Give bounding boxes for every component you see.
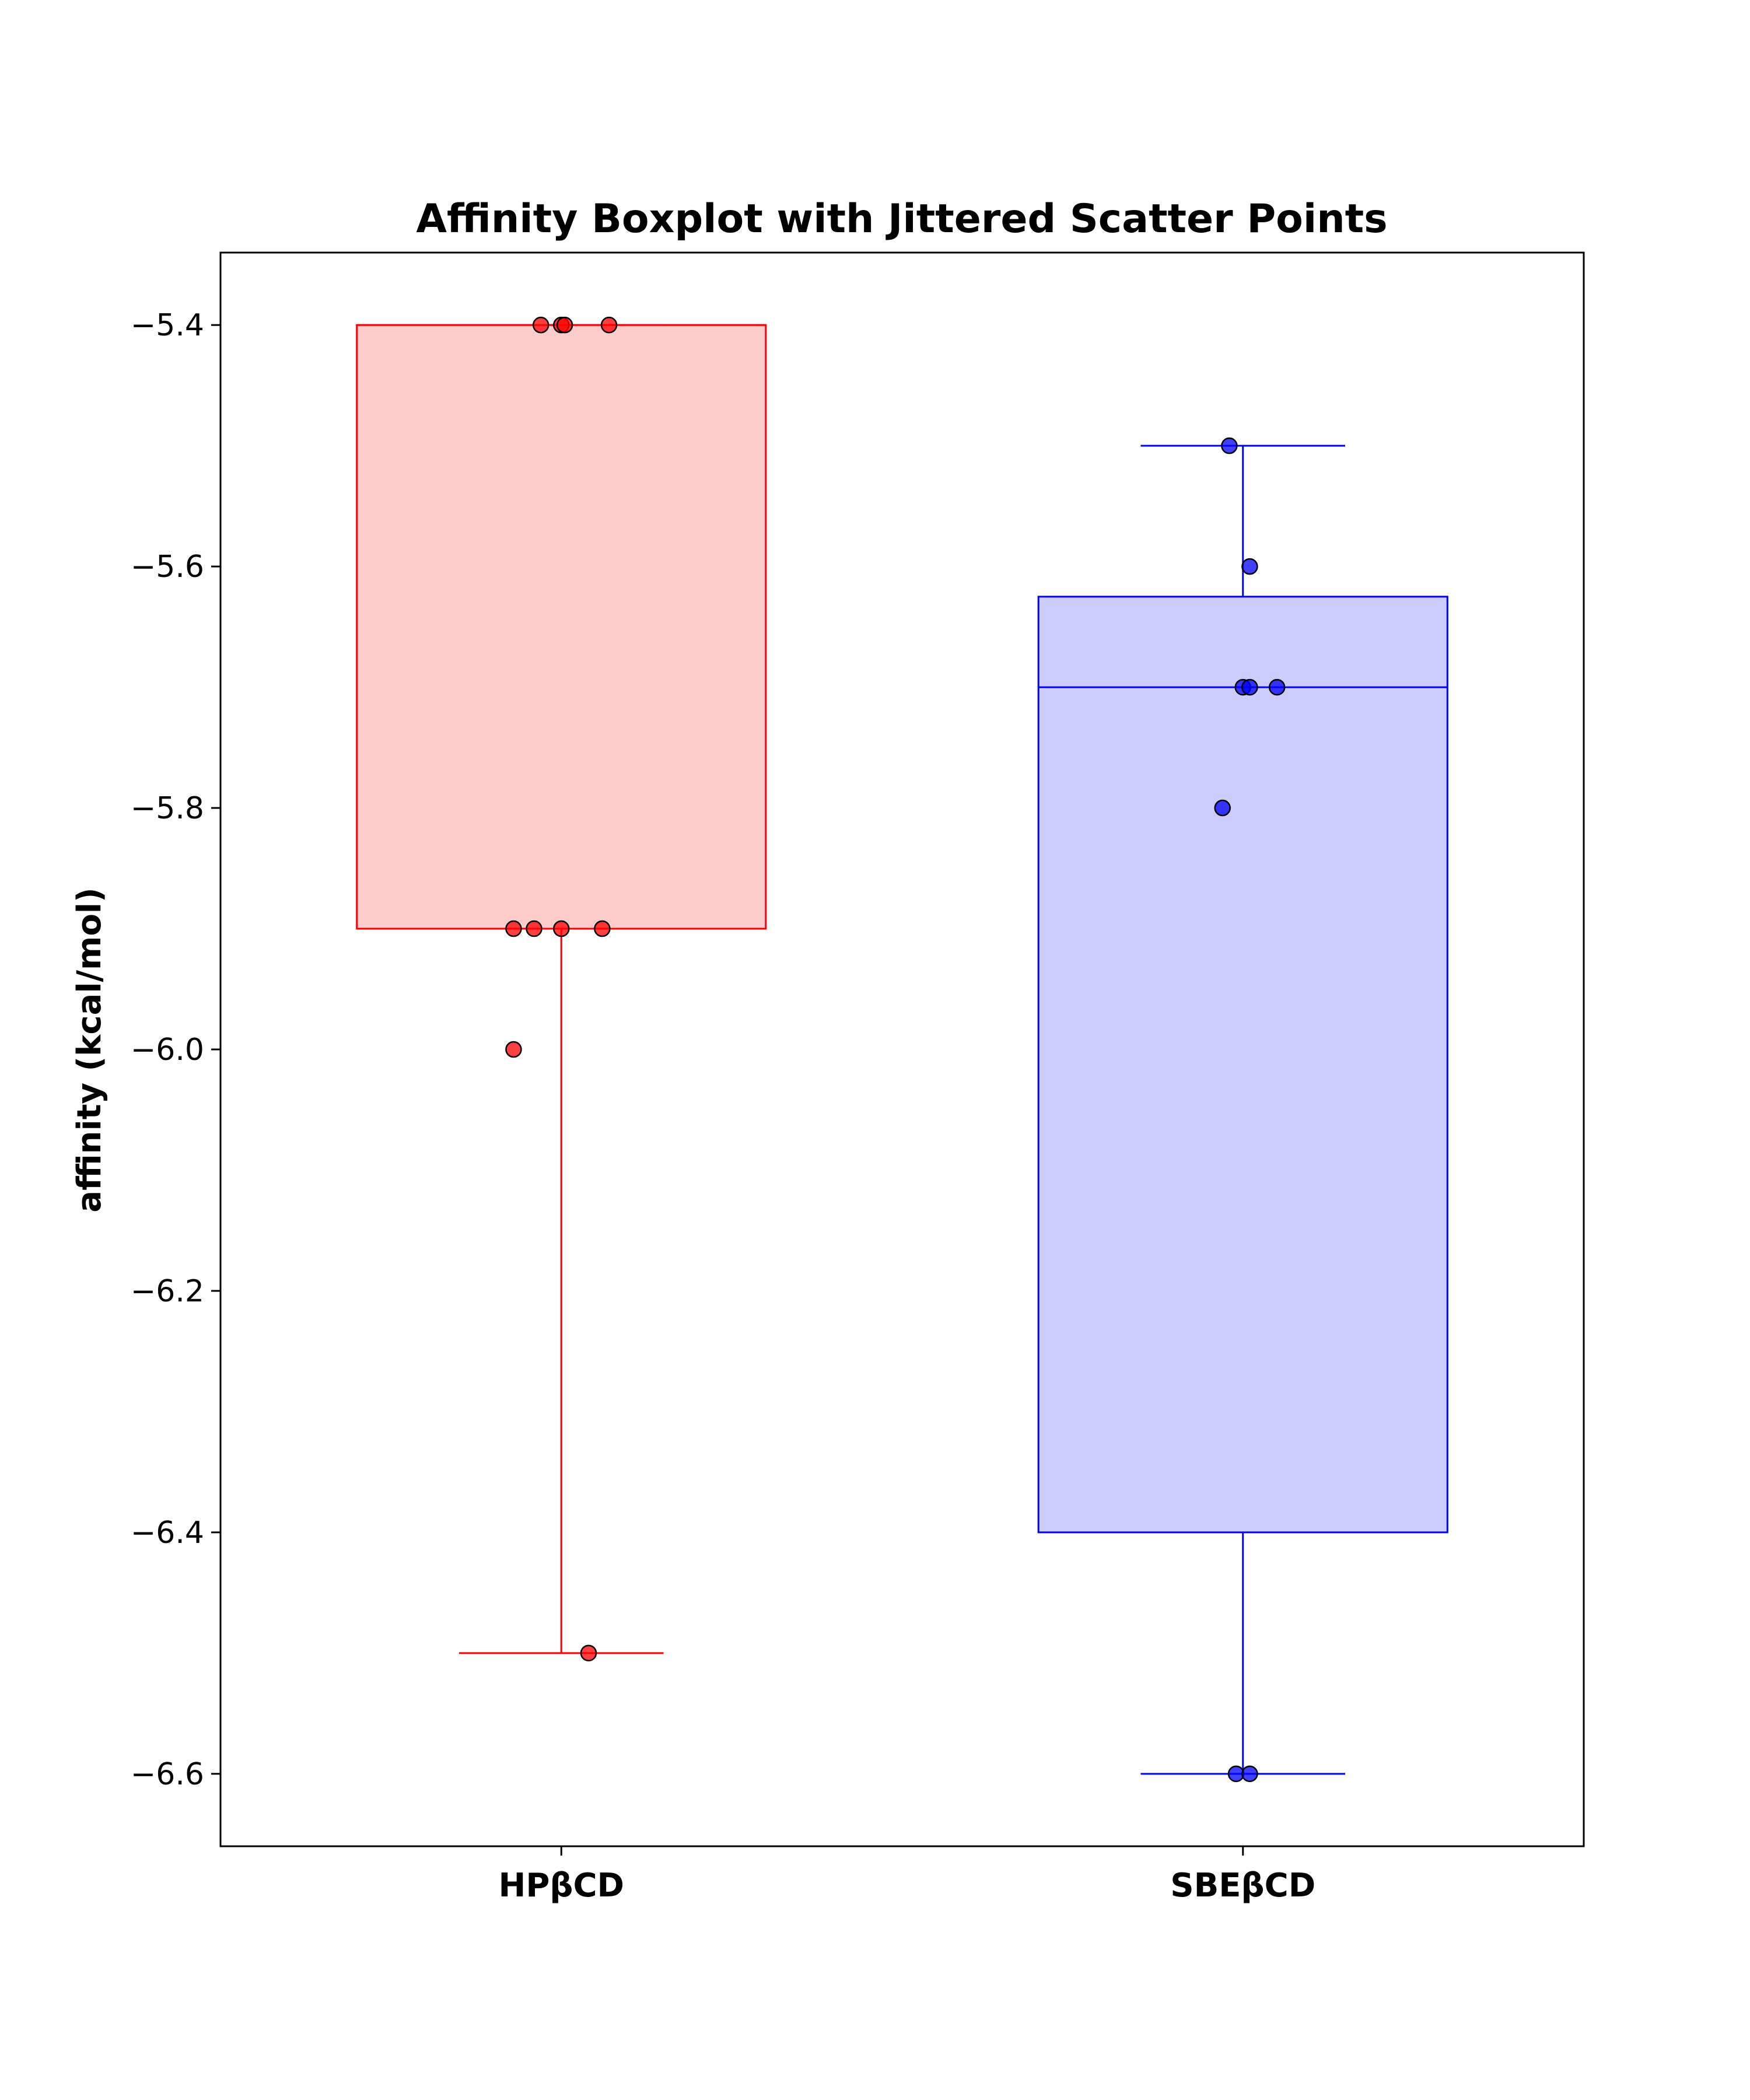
data-point [505,1041,522,1058]
box [356,324,767,930]
y-tick-label: −6.6 [131,1757,204,1792]
data-point [1268,678,1286,696]
data-point [1214,799,1231,817]
data-point [1221,437,1238,454]
box [1037,596,1448,1534]
data-point [580,1644,597,1662]
data-point [600,316,618,334]
y-tick-label: −5.6 [131,550,204,584]
y-axis-label: affinity (kcal/mol) [71,887,108,1212]
plot-area: −5.4 −5.6 −5.8 −6.0 −6.2 −6.4 −6.6 HPβCD SBEβCD [131,251,1585,1905]
data-point [553,920,570,937]
y-tick-label: −5.4 [131,308,204,343]
data-point [532,316,550,334]
y-tick-label: −6.0 [131,1032,204,1068]
y-tick-label: −6.4 [131,1516,204,1550]
data-point [1241,558,1258,575]
x-tick-label: HPβCD [498,1867,624,1905]
y-tick-label: −5.8 [131,791,204,826]
data-point [1241,678,1258,696]
chart-title: Affinity Boxplot with Jittered Scatter P… [416,196,1387,242]
x-tick-label: SBEβCD [1170,1867,1315,1905]
data-point [526,920,542,937]
data-point [505,920,522,937]
data-point [594,920,611,937]
data-point [1241,1765,1258,1783]
data-point [1227,1765,1245,1783]
data-point [556,316,573,334]
y-tick-label: −6.2 [131,1274,204,1309]
